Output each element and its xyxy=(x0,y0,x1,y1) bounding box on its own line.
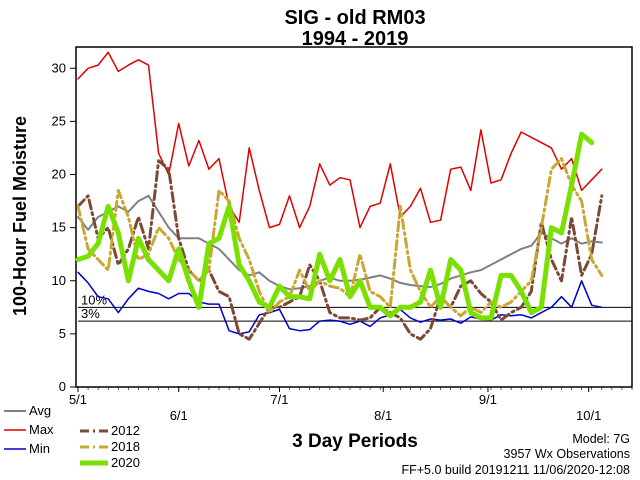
x-tick-label: 5/1 xyxy=(69,392,87,407)
x-axis-label: 3 Day Periods xyxy=(292,431,418,452)
model-info: Model: 7G xyxy=(572,432,630,446)
y-tick-label: 0 xyxy=(59,379,66,394)
y-tick-label: 15 xyxy=(52,220,66,235)
chart-subtitle: 1994 - 2019 xyxy=(302,28,409,50)
x-tick-label: 6/1 xyxy=(170,408,188,423)
x-tick-label: 9/1 xyxy=(479,392,497,407)
reference-line-label: 10% xyxy=(81,292,107,307)
x-axis-ticks: 5/1 6/1 7/1 8/1 9/1 10/1 xyxy=(69,387,633,423)
series-line-2018 xyxy=(76,157,604,318)
series-line-min xyxy=(77,271,603,335)
series-line-max xyxy=(77,51,603,229)
y-axis-label: 100-Hour Fuel Moisture xyxy=(10,116,30,316)
build-info: FF+5.0 build 20191211 11/06/2020-12:08 xyxy=(401,463,630,477)
legend-label-max: Max xyxy=(29,422,54,437)
legend-label-2020: 2020 xyxy=(111,455,140,470)
series-line-2020 xyxy=(75,131,595,321)
reference-line-label: 3% xyxy=(81,306,100,321)
x-tick-label: 10/1 xyxy=(576,408,601,423)
legend-label-avg: Avg xyxy=(29,403,51,418)
series-line-2012 xyxy=(76,159,604,341)
x-tick-label: 7/1 xyxy=(270,392,288,407)
observations-info: 3957 Wx Observations xyxy=(504,447,630,461)
y-tick-label: 20 xyxy=(52,167,66,182)
y-tick-label: 30 xyxy=(52,60,66,75)
y-tick-label: 25 xyxy=(52,113,66,128)
legend-label-2012: 2012 xyxy=(111,423,140,438)
y-tick-label: 10 xyxy=(52,273,66,288)
plot-area-frame xyxy=(75,46,633,388)
y-tick-label: 5 xyxy=(59,326,66,341)
legend-label-2018: 2018 xyxy=(111,439,140,454)
x-tick-label: 8/1 xyxy=(374,408,392,423)
legend-label-min: Min xyxy=(29,441,50,456)
chart-title: SIG - old RM03 xyxy=(284,7,425,29)
y-axis-ticks: 0 5 10 15 20 25 30 xyxy=(52,60,76,394)
series-line-avg xyxy=(77,194,603,291)
series-layer xyxy=(75,51,604,341)
reference-lines: 10%3% xyxy=(78,292,632,322)
